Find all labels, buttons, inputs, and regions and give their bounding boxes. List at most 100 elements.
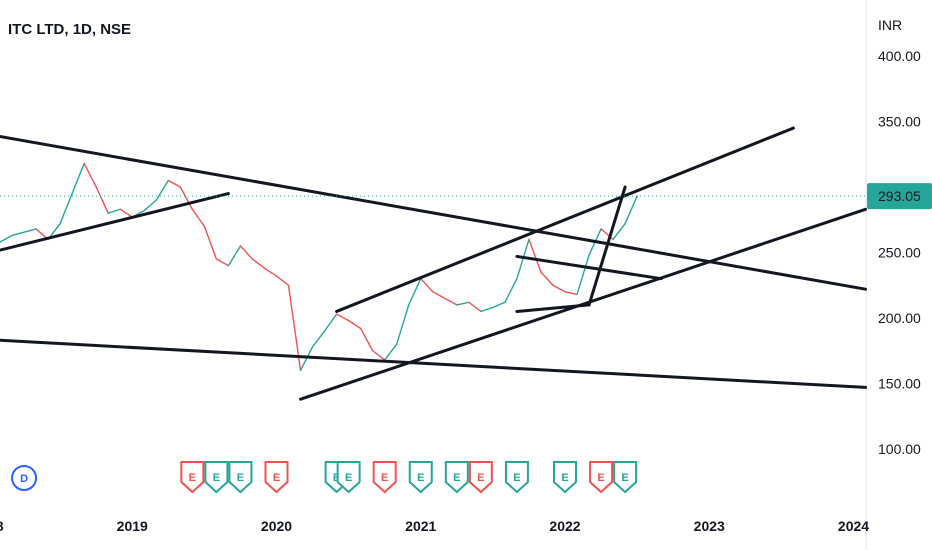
svg-text:E: E bbox=[381, 472, 388, 484]
y-tick-label: 400.00 bbox=[878, 48, 921, 64]
y-tick-label: 250.00 bbox=[878, 245, 921, 261]
y-tick-label: 200.00 bbox=[878, 310, 921, 326]
price-segment bbox=[311, 330, 326, 348]
price-segment bbox=[576, 254, 590, 296]
earnings-marker[interactable]: E bbox=[468, 461, 493, 494]
y-tick-label: 350.00 bbox=[878, 114, 921, 130]
price-segment bbox=[299, 346, 314, 372]
x-tick-label: 2018 bbox=[0, 518, 4, 534]
price-segment bbox=[383, 343, 398, 361]
price-segment bbox=[552, 284, 566, 293]
price-segment bbox=[167, 179, 182, 188]
svg-text:E: E bbox=[213, 472, 220, 484]
price-segment bbox=[71, 162, 85, 195]
price-series bbox=[0, 162, 638, 372]
earnings-marker[interactable]: E bbox=[613, 461, 638, 494]
price-segment bbox=[359, 327, 374, 352]
svg-text:E: E bbox=[477, 472, 484, 484]
svg-text:E: E bbox=[561, 472, 568, 484]
price-segment bbox=[371, 350, 386, 361]
price-segment bbox=[155, 179, 170, 201]
price-segment bbox=[251, 258, 266, 269]
trendline[interactable] bbox=[587, 185, 627, 307]
svg-text:E: E bbox=[333, 472, 340, 484]
price-segment bbox=[107, 208, 121, 214]
earnings-marker[interactable]: E bbox=[204, 461, 229, 494]
trendline[interactable] bbox=[335, 126, 795, 313]
x-tick-label: 2021 bbox=[405, 518, 436, 534]
price-segment bbox=[480, 306, 494, 313]
svg-text:E: E bbox=[189, 472, 196, 484]
svg-text:D: D bbox=[20, 473, 28, 485]
svg-text:E: E bbox=[597, 472, 604, 484]
svg-text:E: E bbox=[513, 472, 520, 484]
trendlines bbox=[0, 126, 868, 401]
trendline[interactable] bbox=[0, 338, 868, 389]
svg-text:E: E bbox=[273, 472, 280, 484]
current-price-value: 293.05 bbox=[878, 188, 921, 204]
trendline[interactable] bbox=[0, 128, 868, 291]
price-segment bbox=[323, 313, 338, 332]
current-price-marker: 293.05 bbox=[0, 183, 932, 210]
price-segment bbox=[239, 245, 254, 260]
price-segment bbox=[203, 225, 218, 260]
trendline[interactable] bbox=[515, 303, 591, 313]
trendline[interactable] bbox=[515, 254, 663, 281]
price-segment bbox=[215, 258, 230, 267]
price-segment bbox=[191, 208, 206, 228]
price-segment bbox=[95, 186, 109, 214]
price-segment bbox=[456, 301, 470, 306]
price-segment bbox=[396, 304, 410, 345]
trendline[interactable] bbox=[0, 192, 230, 259]
time-axis[interactable]: 2018 2019 2020 2021 2022 2023 2024 bbox=[0, 518, 869, 534]
price-segment bbox=[504, 278, 518, 303]
earnings-marker[interactable]: E bbox=[228, 461, 253, 494]
price-segment bbox=[83, 162, 97, 188]
y-tick-label: 100.00 bbox=[878, 441, 921, 457]
price-segment bbox=[540, 271, 554, 286]
price-segment bbox=[59, 192, 73, 225]
price-segment bbox=[179, 186, 194, 210]
price-segment bbox=[11, 228, 37, 237]
y-tick-label: 150.00 bbox=[878, 376, 921, 392]
price-segment bbox=[263, 267, 278, 277]
price-segment bbox=[528, 238, 542, 273]
svg-text:E: E bbox=[417, 472, 424, 484]
price-segment bbox=[347, 319, 362, 330]
svg-text:E: E bbox=[237, 472, 244, 484]
price-segment bbox=[444, 297, 458, 306]
price-segment bbox=[227, 245, 242, 267]
price-segment bbox=[119, 208, 133, 218]
x-tick-label: 2023 bbox=[694, 518, 725, 534]
svg-text:E: E bbox=[345, 472, 352, 484]
earnings-marker[interactable]: E bbox=[372, 461, 397, 494]
chart-title: ITC LTD, 1D, NSE bbox=[8, 21, 132, 38]
currency-label: INR bbox=[878, 17, 902, 33]
earnings-marker[interactable]: E bbox=[264, 461, 289, 494]
earnings-marker[interactable]: E bbox=[589, 461, 614, 494]
svg-text:E: E bbox=[621, 472, 628, 484]
earnings-marker[interactable]: E bbox=[553, 461, 577, 494]
x-tick-label: 2020 bbox=[261, 518, 292, 534]
earnings-marker[interactable]: E bbox=[504, 461, 529, 494]
price-segment bbox=[564, 291, 578, 296]
current-price-label bbox=[867, 183, 932, 210]
price-axis[interactable]: INR 400.00 350.00 250.00 200.00 150.00 100.00 bbox=[878, 17, 921, 457]
price-segment bbox=[492, 301, 506, 309]
x-tick-label: 2019 bbox=[117, 518, 148, 534]
price-segment bbox=[408, 278, 422, 306]
earnings-marker[interactable]: E bbox=[444, 461, 469, 494]
earnings-marker[interactable]: E bbox=[336, 461, 361, 494]
price-segment bbox=[275, 275, 290, 286]
price-segment bbox=[0, 234, 13, 243]
price-segment bbox=[432, 291, 446, 300]
earnings-marker[interactable]: E bbox=[180, 461, 205, 494]
price-segment bbox=[612, 222, 626, 241]
price-segment bbox=[420, 278, 434, 293]
dividend-marker[interactable]: D bbox=[11, 465, 38, 491]
earnings-marker[interactable]: E bbox=[408, 461, 433, 494]
svg-text:E: E bbox=[453, 472, 460, 484]
x-tick-label: 2024 bbox=[838, 518, 869, 534]
